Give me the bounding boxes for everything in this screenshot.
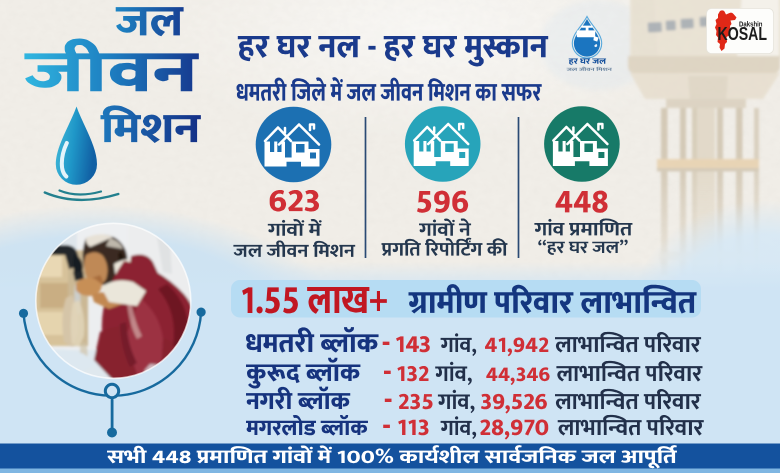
svg-text:KOSAL: KOSAL xyxy=(718,23,768,44)
svg-text:Dakshin: Dakshin xyxy=(739,20,763,29)
